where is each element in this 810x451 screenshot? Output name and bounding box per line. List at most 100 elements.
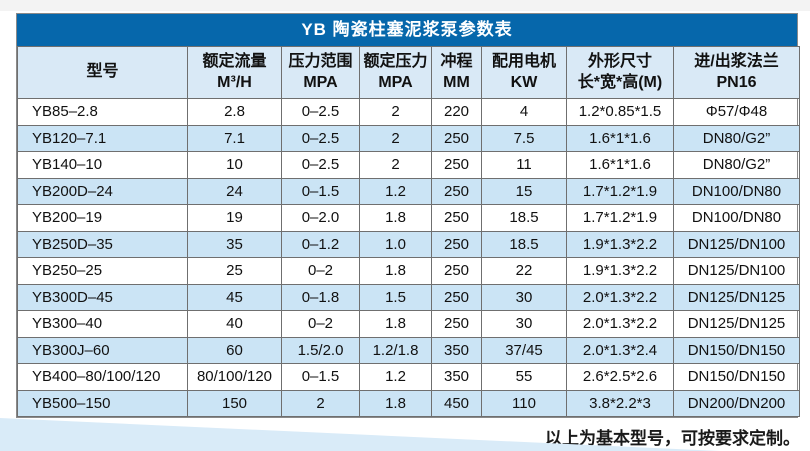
- value-cell: 37/45: [481, 336, 567, 364]
- column-header-1: 额定流量 M³/H: [187, 46, 282, 99]
- value-cell: 2.0*1.3*2.4: [566, 336, 674, 364]
- table-row: YB400–80/100/120 80/100/120 0–1.5 1.2 350 55 2…: [17, 363, 800, 391]
- value-cell: 0–1.2: [281, 230, 360, 258]
- value-cell: 24: [187, 177, 282, 205]
- value-cell: 25: [187, 257, 282, 285]
- value-cell: 0–2.5: [281, 98, 360, 126]
- value-cell: DN125/DN125: [673, 310, 800, 338]
- model-cell: YB200D–24: [17, 177, 188, 205]
- value-cell: 4: [481, 98, 567, 126]
- value-cell: 2.8: [187, 98, 282, 126]
- value-cell: 350: [431, 363, 482, 391]
- model-cell: YB300D–45: [17, 283, 188, 311]
- value-cell: 19: [187, 204, 282, 232]
- value-cell: 1.8: [359, 257, 432, 285]
- value-cell: 2: [281, 389, 360, 417]
- value-cell: DN125/DN125: [673, 283, 800, 311]
- value-cell: 250: [431, 230, 482, 258]
- value-cell: 350: [431, 336, 482, 364]
- value-cell: 1.2/1.8: [359, 336, 432, 364]
- value-cell: DN150/DN150: [673, 363, 800, 391]
- value-cell: 0–1.8: [281, 283, 360, 311]
- value-cell: 45: [187, 283, 282, 311]
- param-table-header-row: 型号 额定流量 M³/H 压力范围 MPA 额定压力 MPA 冲程 MM 配用电机 KW 外形尺寸 长*…: [17, 46, 800, 99]
- value-cell: 10: [187, 151, 282, 179]
- value-cell: 1.9*1.3*2.2: [566, 257, 674, 285]
- value-cell: 1.9*1.3*2.2: [566, 230, 674, 258]
- value-cell: 2: [359, 151, 432, 179]
- value-cell: 220: [431, 98, 482, 126]
- value-cell: 1.2: [359, 363, 432, 391]
- value-cell: 250: [431, 124, 482, 152]
- value-cell: 1.2: [359, 177, 432, 205]
- column-header-4: 冲程 MM: [431, 46, 482, 99]
- value-cell: 60: [187, 336, 282, 364]
- value-cell: 250: [431, 177, 482, 205]
- model-cell: YB500–150: [17, 389, 188, 417]
- value-cell: 1.6*1*1.6: [566, 151, 674, 179]
- model-cell: YB300J–60: [17, 336, 188, 364]
- value-cell: Φ57/Φ48: [673, 98, 800, 126]
- column-header-5: 配用电机 KW: [481, 46, 567, 99]
- value-cell: 1.8: [359, 310, 432, 338]
- value-cell: DN200/DN200: [673, 389, 800, 417]
- value-cell: 30: [481, 283, 567, 311]
- value-cell: 250: [431, 283, 482, 311]
- value-cell: 18.5: [481, 230, 567, 258]
- value-cell: 55: [481, 363, 567, 391]
- model-cell: YB300–40: [17, 310, 188, 338]
- value-cell: 40: [187, 310, 282, 338]
- model-cell: YB400–80/100/120: [17, 363, 188, 391]
- value-cell: 22: [481, 257, 567, 285]
- value-cell: 250: [431, 204, 482, 232]
- value-cell: 2.0*1.3*2.2: [566, 310, 674, 338]
- value-cell: 7.5: [481, 124, 567, 152]
- value-cell: 0–2.5: [281, 124, 360, 152]
- table-row: YB300J–60 60 1.5/2.0 1.2/1.8 350 37/45 2.0*1.3…: [17, 336, 800, 364]
- value-cell: 1.2*0.85*1.5: [566, 98, 674, 126]
- value-cell: 2: [359, 98, 432, 126]
- param-table-body: YB85–2.8 2.8 0–2.5 2 220 4 1.2*0.85*1.5 Φ57/Φ48…: [17, 98, 800, 417]
- value-cell: 30: [481, 310, 567, 338]
- table-row: YB200D–24 24 0–1.5 1.2 250 15 1.7*1.2*1.9 DN100…: [17, 177, 800, 205]
- column-header-6: 外形尺寸 长*宽*高(M): [566, 46, 674, 99]
- value-cell: 450: [431, 389, 482, 417]
- value-cell: DN100/DN80: [673, 177, 800, 205]
- value-cell: 1.7*1.2*1.9: [566, 204, 674, 232]
- value-cell: DN80/G2”: [673, 151, 800, 179]
- value-cell: 0–2.5: [281, 151, 360, 179]
- value-cell: 250: [431, 151, 482, 179]
- value-cell: 2.0*1.3*2.2: [566, 283, 674, 311]
- table-row: YB140–10 10 0–2.5 2 250 11 1.6*1*1.6 DN80/G2”: [17, 151, 800, 179]
- value-cell: DN125/DN100: [673, 257, 800, 285]
- value-cell: 2.6*2.5*2.6: [566, 363, 674, 391]
- column-header-0: 型号: [17, 46, 188, 99]
- column-header-7: 进/出浆法兰 PN16: [673, 46, 800, 99]
- model-cell: YB85–2.8: [17, 98, 188, 126]
- model-cell: YB140–10: [17, 151, 188, 179]
- table-row: YB300D–45 45 0–1.8 1.5 250 30 2.0*1.3*2.2 DN125…: [17, 283, 800, 311]
- value-cell: 1.8: [359, 389, 432, 417]
- value-cell: 1.5/2.0: [281, 336, 360, 364]
- value-cell: 80/100/120: [187, 363, 282, 391]
- footer-note: 以上为基本型号，可按要求定制。: [545, 429, 800, 448]
- value-cell: 18.5: [481, 204, 567, 232]
- value-cell: 0–2: [281, 257, 360, 285]
- column-header-2: 压力范围 MPA: [281, 46, 360, 99]
- table-row: YB250–25 25 0–2 1.8 250 22 1.9*1.3*2.2 DN125/DN…: [17, 257, 800, 285]
- page-top-strip: [0, 0, 810, 11]
- table-row: YB200–19 19 0–2.0 1.8 250 18.5 1.7*1.2*1.9 DN10…: [17, 204, 800, 232]
- value-cell: 1.5: [359, 283, 432, 311]
- value-cell: 1.0: [359, 230, 432, 258]
- model-cell: YB250–25: [17, 257, 188, 285]
- table-row: YB250D–35 35 0–1.2 1.0 250 18.5 1.9*1.3*2.2 DN1…: [17, 230, 800, 258]
- table-row: YB500–150 150 2 1.8 450 110 3.8*2.2*3 DN200/DN2…: [17, 389, 800, 417]
- value-cell: 11: [481, 151, 567, 179]
- value-cell: 250: [431, 310, 482, 338]
- value-cell: DN150/DN150: [673, 336, 800, 364]
- value-cell: 0–1.5: [281, 363, 360, 391]
- table-title: YB 陶瓷柱塞泥浆泵参数表: [17, 14, 797, 46]
- table-row: YB300–40 40 0–2 1.8 250 30 2.0*1.3*2.2 DN125/DN…: [17, 310, 800, 338]
- value-cell: 110: [481, 389, 567, 417]
- value-cell: 35: [187, 230, 282, 258]
